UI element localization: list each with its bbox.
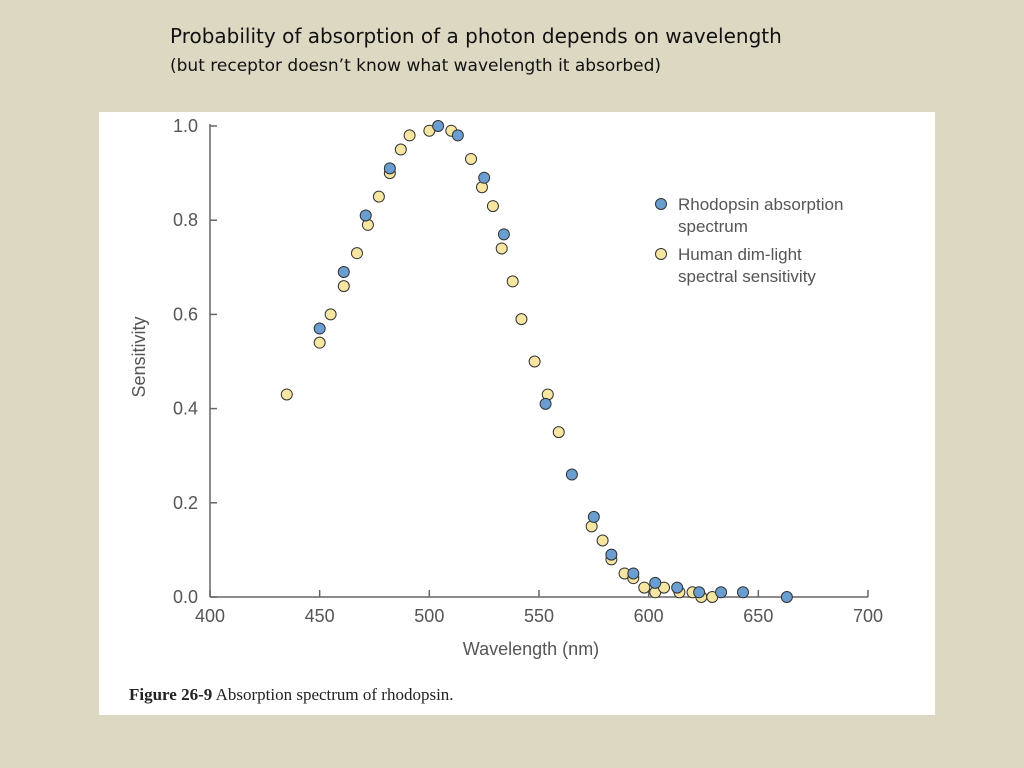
human-sensitivity-point xyxy=(313,336,326,349)
rhodopsin-point xyxy=(693,586,706,599)
x-tick-label: 500 xyxy=(414,606,444,626)
human-sensitivity-point xyxy=(337,280,350,293)
human-sensitivity-point xyxy=(515,313,528,326)
data-points xyxy=(280,120,793,603)
y-tick-label: 1.0 xyxy=(173,116,198,136)
human-sensitivity-point xyxy=(552,426,565,439)
rhodopsin-point xyxy=(478,171,491,184)
human-sensitivity-point xyxy=(350,247,363,260)
x-tick-label: 550 xyxy=(524,606,554,626)
figure-caption-label: Figure 26-9 xyxy=(129,685,213,704)
human-sensitivity-point xyxy=(638,581,651,594)
y-tick-label: 0.6 xyxy=(173,304,198,324)
rhodopsin-point xyxy=(736,586,749,599)
human-sensitivity-point xyxy=(486,200,499,213)
human-sensitivity-point xyxy=(324,308,337,321)
human-sensitivity-point xyxy=(465,152,478,165)
human-sensitivity-point xyxy=(528,355,541,368)
rhodopsin-point xyxy=(337,266,350,279)
human-sensitivity-point xyxy=(394,143,407,156)
rhodopsin-point xyxy=(671,581,684,594)
legend-marker-rhodopsin xyxy=(655,198,667,210)
y-tick-label: 0.0 xyxy=(173,587,198,607)
x-tick-label: 650 xyxy=(743,606,773,626)
figure-panel: 400 450 500 550 600 650 700 0.0 0.2 0.4 0.6 0.8 1.0 … xyxy=(99,112,935,715)
x-tick-label: 400 xyxy=(195,606,225,626)
rhodopsin-point xyxy=(539,397,552,410)
y-tick-label: 0.4 xyxy=(173,399,198,419)
legend-label-rhodopsin: Rhodopsin absorption spectrum xyxy=(678,195,843,236)
absorption-scatter-chart: 400 450 500 550 600 650 7000.00.20.40.60.81.0 … xyxy=(129,116,883,659)
ticks: 400 450 500 550 600 650 700 0.0 0.2 0.4 0.6 0.8 1.0 xyxy=(173,116,883,626)
human-sensitivity-point xyxy=(403,129,416,142)
x-tick-label: 700 xyxy=(853,606,883,626)
x-tick-label: 600 xyxy=(634,606,664,626)
human-sensitivity-point xyxy=(280,388,293,401)
figure-caption-text: Absorption spectrum of rhodopsin. xyxy=(212,685,454,704)
rhodopsin-point xyxy=(451,129,464,142)
y-tick-label: 0.2 xyxy=(173,493,198,513)
rhodopsin-point xyxy=(565,468,578,481)
slide-subtitle: (but receptor doesn’t know what waveleng… xyxy=(170,56,661,76)
rhodopsin-point xyxy=(432,120,445,132)
rhodopsin-point xyxy=(587,510,600,523)
x-tick-label: 450 xyxy=(305,606,335,626)
human-sensitivity-point xyxy=(495,242,508,255)
rhodopsin-point xyxy=(605,548,618,561)
human-sensitivity-point xyxy=(506,275,519,288)
rhodopsin-point xyxy=(649,576,662,589)
rhodopsin-point xyxy=(313,322,326,335)
rhodopsin-point xyxy=(497,228,510,241)
y-tick-label: 0.8 xyxy=(173,210,198,230)
legend-marker-human-sensitivity xyxy=(655,248,667,260)
x-axis-label: Wavelength (nm) xyxy=(463,639,599,659)
rhodopsin-point xyxy=(715,586,728,599)
rhodopsin-point xyxy=(359,209,372,222)
figure-caption: Figure 26-9 Absorption spectrum of rhodo… xyxy=(129,685,454,705)
y-axis-label: Sensitivity xyxy=(129,316,149,397)
slide-title: Probability of absorption of a photon de… xyxy=(170,24,782,48)
rhodopsin-point xyxy=(780,591,793,603)
rhodopsin-point xyxy=(627,567,640,580)
human-sensitivity-point xyxy=(596,534,609,547)
human-sensitivity-point xyxy=(372,190,385,203)
legend: Rhodopsin absorption spectrum Human dim-li… xyxy=(655,195,843,286)
rhodopsin-point xyxy=(383,162,396,175)
legend-label-human-sensitivity: Human dim-light spectral sensitivity xyxy=(678,245,816,286)
